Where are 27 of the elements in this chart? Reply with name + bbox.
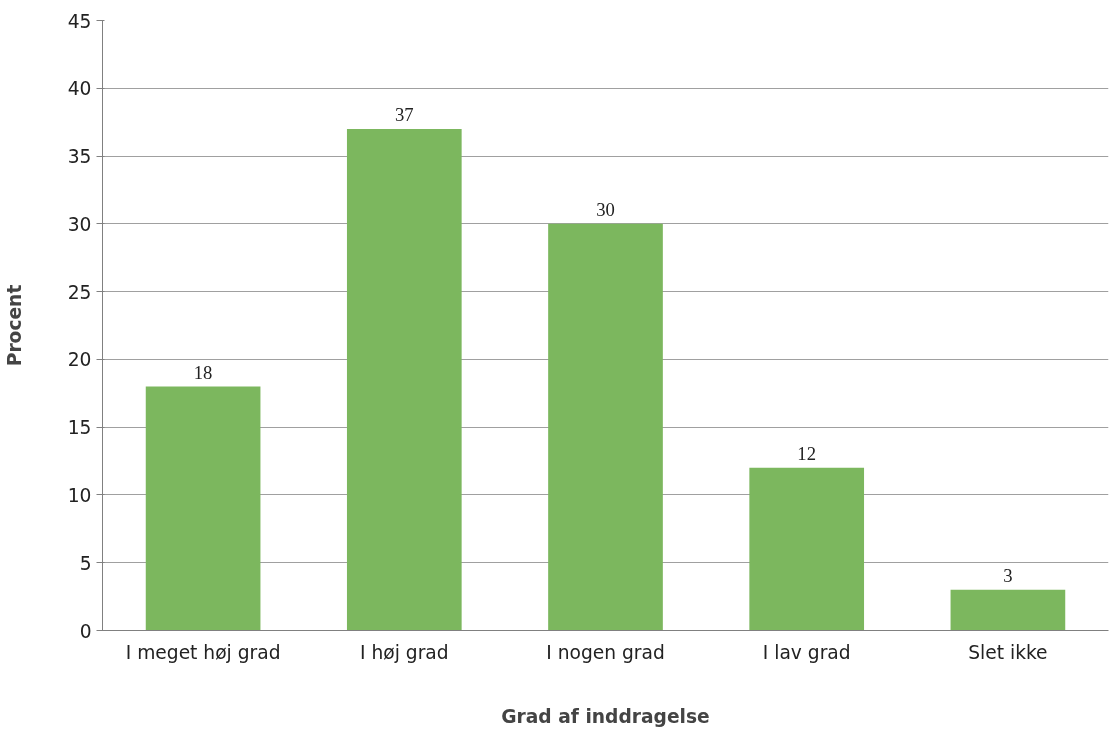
y-tick-label: 5 [79,552,92,574]
x-axis-title: Grad af inddragelse [501,705,710,727]
x-tick-label: I meget høj grad [125,641,281,663]
x-tick-label: I lav grad [762,641,851,663]
bar [548,223,663,631]
x-tick-label: Slet ikke [968,641,1048,663]
data-label: 18 [193,361,213,383]
y-axis-title: Procent [3,284,25,367]
x-tick-label: I nogen grad [546,641,665,663]
bar [950,589,1066,631]
data-label: 30 [596,198,615,220]
bar [346,128,462,631]
y-tick-label: 0 [79,620,92,642]
data-label: 37 [394,103,414,125]
data-label: 3 [1003,564,1013,586]
y-tick-label: 20 [67,349,92,371]
y-tick-label: 30 [67,213,92,235]
y-tick-label: 45 [67,10,92,32]
y-tick-label: 15 [67,417,92,439]
y-tick-label: 25 [67,281,92,303]
bar [145,386,261,631]
y-tick-label: 10 [67,484,92,506]
data-label: 12 [797,442,817,464]
x-tick-label: I høj grad [360,641,449,663]
y-tick-label: 40 [67,78,92,100]
y-tick-label: 35 [67,146,92,168]
bar [749,467,865,631]
